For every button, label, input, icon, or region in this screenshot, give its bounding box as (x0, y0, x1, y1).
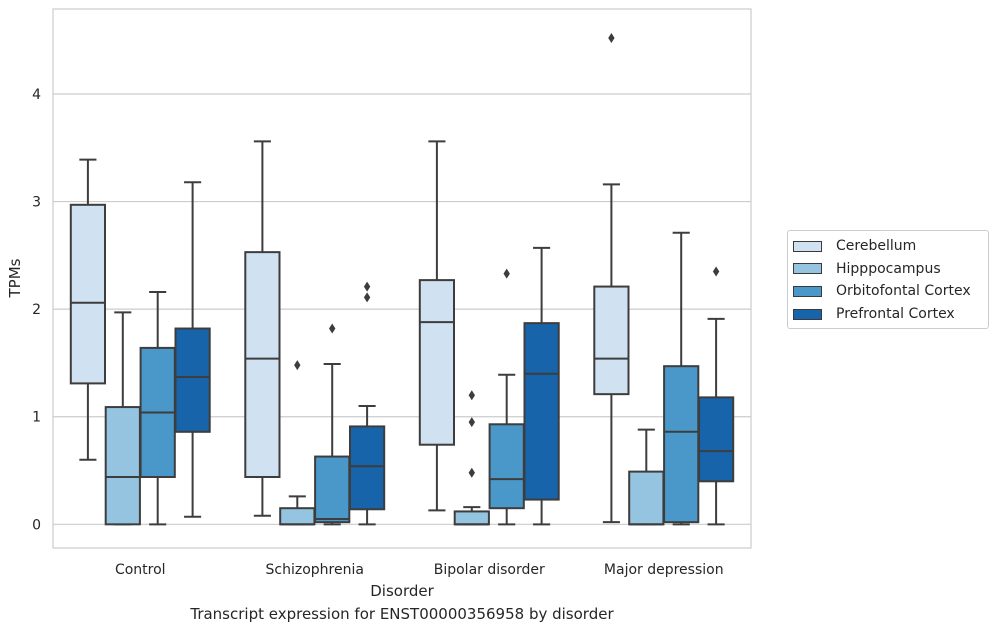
box-group (418, 140, 456, 512)
box-iqr (174, 327, 211, 433)
box-iqr (523, 322, 560, 501)
box-group (174, 181, 211, 518)
outlier-point (363, 281, 371, 292)
box-iqr (453, 510, 490, 526)
y-tick-label: 1 (32, 410, 41, 426)
box-group (244, 140, 281, 517)
y-tick-label: 2 (32, 302, 41, 318)
box-group (139, 290, 176, 526)
legend-swatch (793, 285, 822, 297)
legend: Cerebellum Hipppocampus Orbitofontal Corte… (787, 230, 989, 330)
chart-title: Transcript expression for ENST0000035695… (190, 605, 614, 623)
outlier-point (468, 467, 475, 478)
y-tick-label: 0 (32, 517, 41, 533)
box-group (663, 231, 700, 526)
box-iqr (488, 423, 525, 510)
outlier-point (329, 323, 336, 334)
legend-swatch (793, 308, 822, 320)
box-group (104, 311, 141, 526)
legend-label: Hipppocampus (836, 260, 941, 277)
y-axis-label: TPMs (6, 258, 24, 298)
legend-label: Orbitofontal Cortex (836, 283, 971, 300)
legend-label: Prefrontal Cortex (836, 306, 955, 323)
legend-label: Cerebellum (836, 238, 917, 255)
x-tick-labels: Control Schizophrenia Bipolar disorder Majo… (115, 562, 724, 578)
plot-area-frame (52, 8, 752, 549)
outlier-point (363, 292, 371, 303)
box-group (593, 33, 630, 524)
box-iqr (279, 507, 316, 526)
outlier-point (712, 266, 720, 277)
box-iqr (104, 406, 141, 526)
legend-item: Orbitofontal Cortex (788, 280, 988, 303)
x-tick-label: Major depression (604, 562, 724, 578)
y-tick-label: 3 (32, 195, 41, 211)
box-iqr (697, 396, 735, 483)
box-group (314, 323, 351, 526)
box-iqr (348, 425, 386, 511)
legend-item: Hipppocampus (788, 258, 988, 281)
axes: TPMs Disorder (6, 8, 752, 600)
legend-swatch (793, 240, 822, 252)
box-group (628, 428, 665, 526)
box-group (279, 360, 316, 526)
x-tick-label: Control (115, 562, 166, 578)
y-tick-labels: 0 1 2 3 4 (32, 87, 41, 533)
boxes (69, 33, 735, 526)
box-iqr (69, 203, 107, 385)
x-tick-label: Bipolar disorder (434, 562, 545, 578)
box-iqr (628, 470, 665, 526)
legend-swatch (793, 263, 822, 275)
box-iqr (418, 279, 456, 446)
box-iqr (593, 285, 630, 396)
box-group (488, 268, 525, 526)
box-group (69, 158, 107, 461)
x-axis-label: Disorder (370, 582, 434, 600)
x-tick-label: Schizophrenia (266, 562, 364, 578)
box-group (523, 246, 560, 526)
box-group (348, 281, 386, 526)
legend-item: Prefrontal Cortex (788, 303, 988, 326)
outlier-point (468, 390, 475, 401)
outlier-point (608, 33, 615, 44)
outlier-point (503, 268, 510, 279)
box-group (697, 266, 735, 526)
legend-item: Cerebellum (788, 235, 988, 258)
box-iqr (244, 251, 281, 478)
box-iqr (314, 455, 351, 524)
y-tick-label: 4 (32, 87, 41, 103)
outlier-point (294, 360, 301, 371)
box-group (453, 390, 490, 526)
outlier-point (468, 417, 475, 428)
box-iqr (663, 365, 700, 524)
